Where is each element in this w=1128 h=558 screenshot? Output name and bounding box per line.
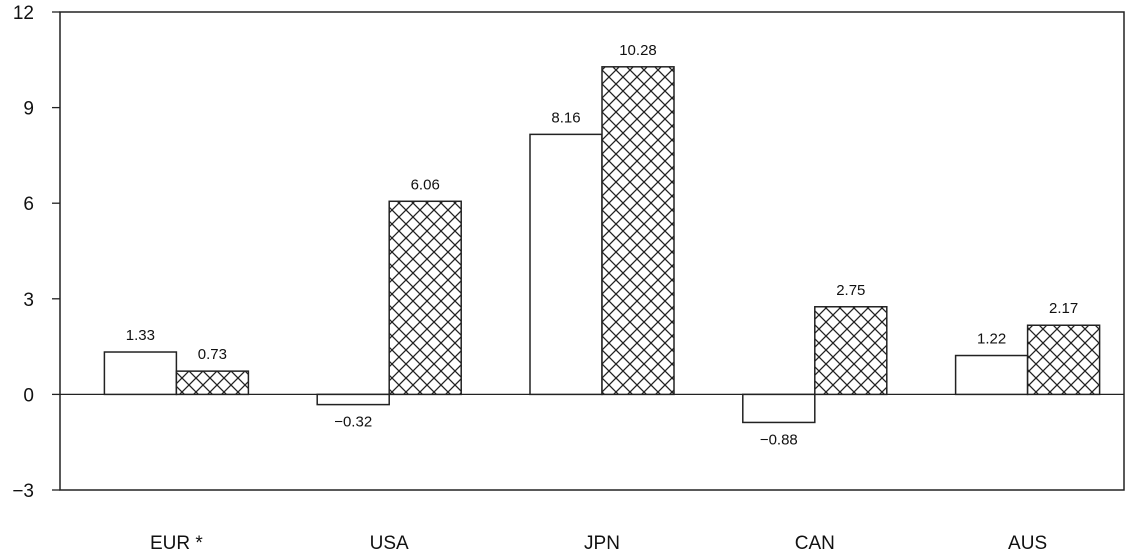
data-label: 0.73 bbox=[198, 346, 227, 363]
data-label: 2.75 bbox=[836, 282, 865, 299]
y-tick-label: 0 bbox=[23, 385, 34, 406]
y-tick-label: 3 bbox=[23, 290, 34, 311]
data-label: 2.17 bbox=[1049, 300, 1078, 317]
y-tick-label: 9 bbox=[23, 99, 34, 120]
category-label: AUS bbox=[1008, 533, 1047, 554]
bar bbox=[529, 133, 603, 396]
bar bbox=[316, 393, 390, 406]
bar bbox=[1026, 324, 1101, 396]
bar bbox=[742, 393, 816, 424]
bar bbox=[103, 351, 178, 396]
bar bbox=[954, 354, 1029, 396]
bar bbox=[814, 306, 888, 396]
bar bbox=[175, 370, 250, 396]
data-label: 1.22 bbox=[977, 331, 1006, 348]
y-tick-label: −3 bbox=[12, 481, 34, 502]
category-label: EUR * bbox=[150, 533, 203, 554]
category-label: JPN bbox=[584, 533, 620, 554]
data-label: 8.16 bbox=[551, 109, 580, 126]
y-tick-label: 12 bbox=[13, 3, 34, 24]
data-label: 1.33 bbox=[126, 327, 155, 344]
data-label: 10.28 bbox=[619, 42, 657, 59]
data-label: 6.06 bbox=[411, 176, 440, 193]
data-label: −0.32 bbox=[334, 414, 372, 431]
category-label: USA bbox=[370, 533, 409, 554]
bar bbox=[601, 66, 675, 396]
bar bbox=[388, 200, 462, 396]
data-label: −0.88 bbox=[760, 431, 798, 448]
y-tick-label: 6 bbox=[23, 194, 34, 215]
category-label: CAN bbox=[795, 533, 835, 554]
